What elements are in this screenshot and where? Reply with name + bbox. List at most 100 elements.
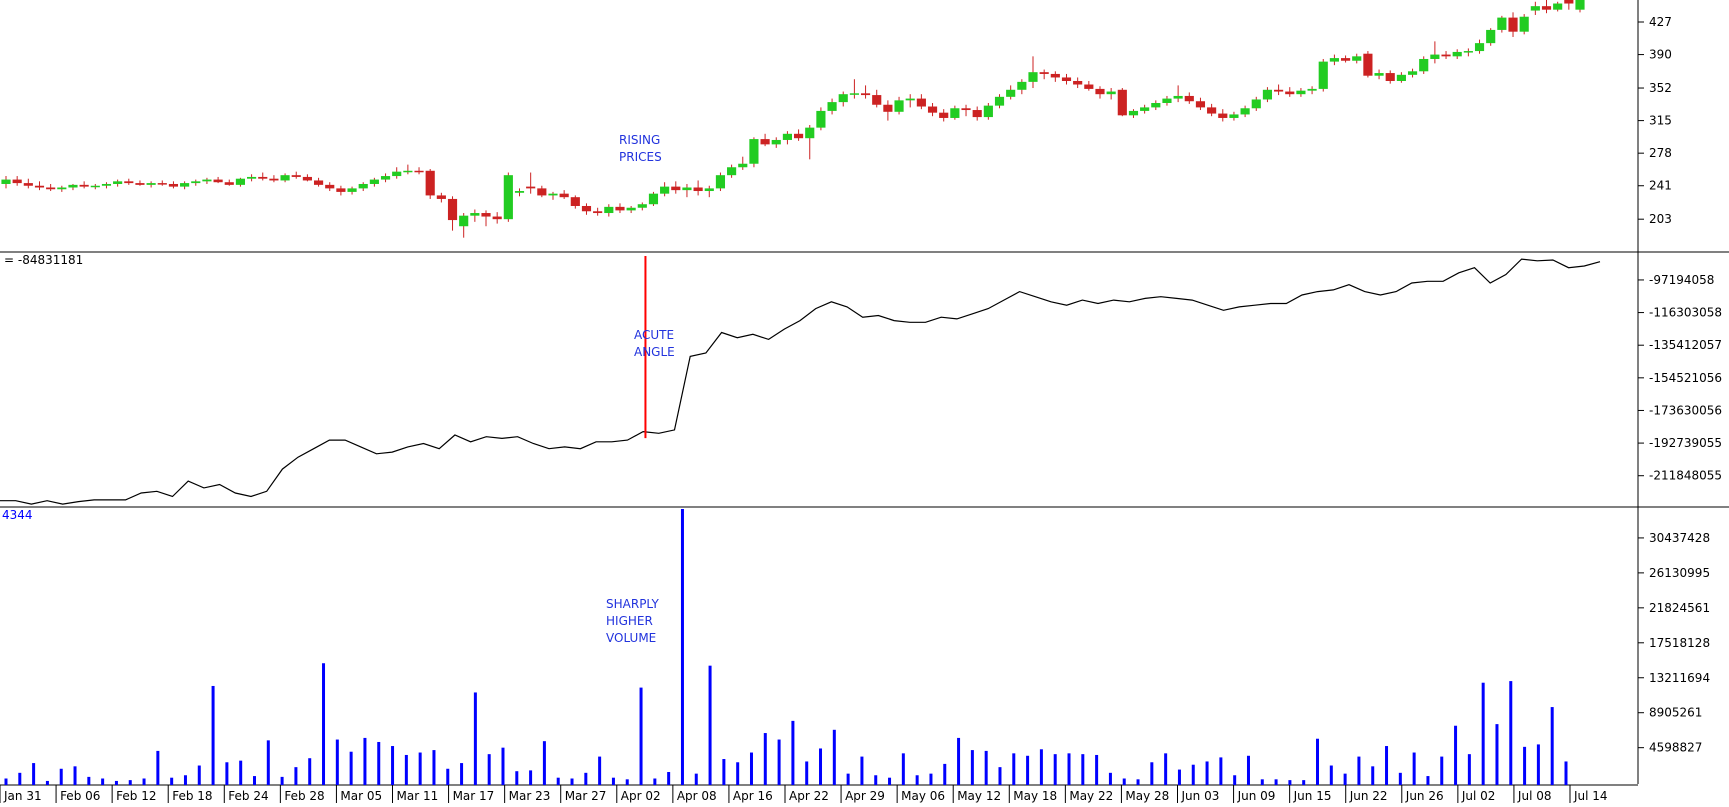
volume-bar bbox=[639, 687, 643, 785]
volume-bar bbox=[1164, 753, 1168, 785]
price-candle bbox=[1028, 56, 1038, 89]
volume-bar bbox=[957, 737, 961, 785]
price-ytick-label: 203 bbox=[1649, 212, 1672, 226]
candle-body bbox=[157, 183, 167, 185]
volume-bar bbox=[584, 772, 588, 785]
candle-body bbox=[1296, 90, 1306, 95]
price-candle bbox=[1184, 92, 1194, 104]
x-tick-label: Jun 03 bbox=[1181, 789, 1220, 803]
volume-bar bbox=[542, 741, 546, 785]
candle-body bbox=[894, 100, 904, 112]
candle-body bbox=[682, 187, 692, 191]
candle-body bbox=[1374, 73, 1384, 76]
candle-body bbox=[57, 187, 67, 190]
price-candle bbox=[470, 209, 480, 222]
volume-bar bbox=[1260, 779, 1264, 785]
candle-body bbox=[1285, 91, 1295, 95]
candle-body bbox=[715, 175, 726, 189]
candle-body bbox=[671, 186, 681, 191]
volume-annotation: HIGHER bbox=[606, 614, 653, 628]
volume-bar bbox=[1233, 775, 1237, 785]
price-candle bbox=[481, 210, 491, 227]
candle-body bbox=[1251, 99, 1261, 109]
candle-body bbox=[1028, 72, 1038, 82]
indicator-annotation: ACUTE bbox=[634, 328, 674, 342]
indicator-ytick-label: -116303058 bbox=[1649, 306, 1722, 320]
candle-body bbox=[1497, 17, 1507, 30]
price-candle bbox=[537, 185, 547, 198]
price-candle bbox=[849, 79, 859, 99]
candle-body bbox=[1084, 84, 1094, 89]
x-tick-label: Jul 02 bbox=[1461, 789, 1496, 803]
volume-bar bbox=[4, 778, 8, 785]
indicator-ytick-label: -154521056 bbox=[1649, 371, 1722, 385]
volume-bar bbox=[114, 780, 118, 785]
candle-body bbox=[436, 195, 446, 199]
volume-bar bbox=[1039, 749, 1043, 785]
candle-body bbox=[46, 187, 56, 190]
price-candle bbox=[325, 182, 335, 192]
price-candle bbox=[581, 203, 592, 215]
price-candle bbox=[704, 185, 714, 198]
volume-annotation: VOLUME bbox=[606, 631, 656, 645]
price-annotation: PRICES bbox=[619, 150, 662, 164]
price-candle bbox=[905, 94, 915, 108]
price-candle bbox=[838, 91, 848, 107]
price-candle bbox=[1318, 58, 1328, 92]
price-candle bbox=[994, 94, 1005, 109]
price-annotation: RISING bbox=[619, 133, 660, 147]
volume-bar bbox=[1316, 738, 1320, 785]
candle-body bbox=[1329, 58, 1339, 62]
price-candle bbox=[660, 182, 670, 197]
candle-body bbox=[90, 185, 100, 188]
candle-body bbox=[23, 183, 33, 186]
price-candle bbox=[1039, 69, 1049, 80]
volume-bar bbox=[280, 776, 284, 785]
volume-bar bbox=[266, 740, 270, 785]
volume-bar bbox=[1357, 756, 1361, 785]
candle-body bbox=[704, 188, 714, 192]
candle-body bbox=[838, 94, 848, 103]
candle-body bbox=[1564, 0, 1574, 4]
price-candle bbox=[12, 176, 22, 186]
volume-bar bbox=[515, 771, 519, 785]
price-candle bbox=[202, 177, 212, 184]
volume-bar bbox=[777, 739, 781, 785]
price-candle bbox=[514, 188, 525, 197]
price-candle bbox=[46, 183, 56, 192]
volume-ytick-label: 8905261 bbox=[1649, 706, 1702, 720]
price-candle bbox=[1575, 0, 1585, 13]
price-candle bbox=[916, 94, 926, 110]
price-candle bbox=[459, 213, 469, 238]
price-candle bbox=[894, 96, 904, 115]
volume-bar bbox=[529, 770, 533, 785]
candle-body bbox=[191, 181, 201, 184]
candle-body bbox=[1195, 101, 1206, 108]
volume-ytick-label: 4598827 bbox=[1649, 741, 1702, 755]
x-tick-label: Jun 15 bbox=[1293, 789, 1332, 803]
candle-body bbox=[470, 213, 480, 216]
indicator-ytick-label: -192739055 bbox=[1649, 436, 1722, 450]
price-candle bbox=[637, 202, 647, 211]
price-candle bbox=[1106, 88, 1116, 100]
volume-bar bbox=[363, 737, 367, 785]
price-candle bbox=[1262, 87, 1273, 103]
candle-body bbox=[581, 205, 592, 212]
candle-body bbox=[1486, 29, 1496, 44]
volume-ytick-label: 21824561 bbox=[1649, 601, 1710, 615]
volume-bar bbox=[1454, 725, 1458, 785]
price-candle bbox=[1162, 95, 1172, 106]
volume-bar bbox=[487, 754, 491, 785]
volume-bar bbox=[391, 746, 395, 785]
volume-bar bbox=[404, 754, 408, 785]
candle-body bbox=[1106, 91, 1116, 95]
price-candle bbox=[1073, 77, 1083, 89]
candle-body bbox=[537, 188, 547, 196]
volume-bar bbox=[556, 777, 560, 785]
candle-body bbox=[313, 180, 324, 185]
volume-bar bbox=[998, 767, 1002, 785]
volume-bar bbox=[667, 772, 671, 785]
price-candle bbox=[1251, 96, 1261, 111]
